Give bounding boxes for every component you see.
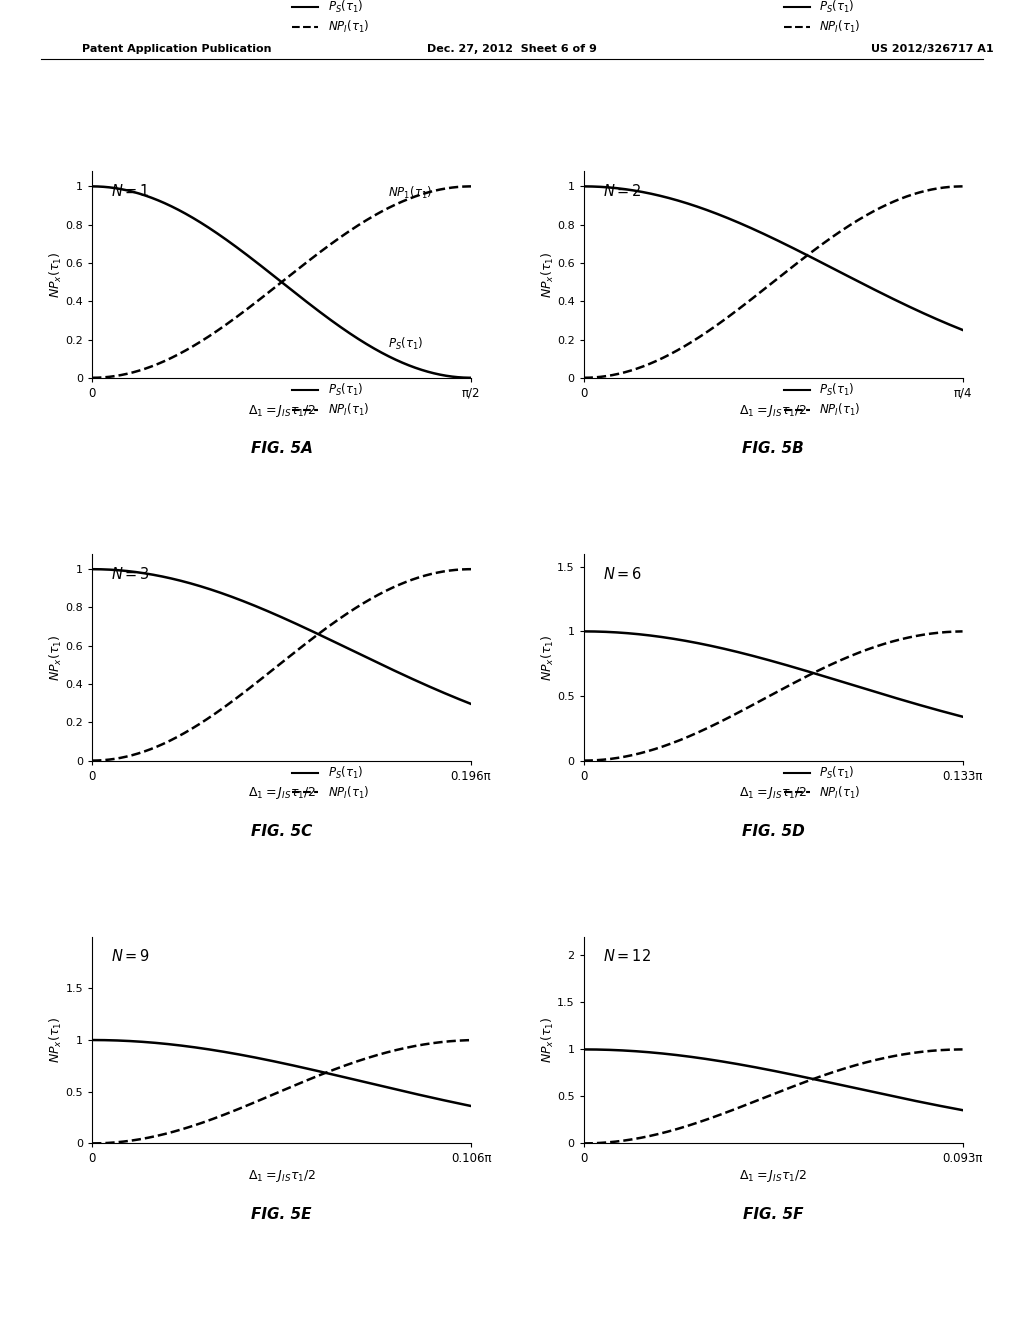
Text: FIG. 5D: FIG. 5D xyxy=(741,824,805,840)
Text: $N = 9$: $N = 9$ xyxy=(111,949,151,965)
Legend: $P_S(\tau_1)$, $NP_I(\tau_1)$: $P_S(\tau_1)$, $NP_I(\tau_1)$ xyxy=(288,0,374,40)
Text: $N = 2$: $N = 2$ xyxy=(602,183,641,199)
Y-axis label: $NP_x(\tau_1)$: $NP_x(\tau_1)$ xyxy=(48,634,63,681)
Text: $N = 3$: $N = 3$ xyxy=(111,566,150,582)
Text: FIG. 5F: FIG. 5F xyxy=(742,1206,804,1222)
Legend: $P_S(\tau_1)$, $NP_I(\tau_1)$: $P_S(\tau_1)$, $NP_I(\tau_1)$ xyxy=(779,378,865,422)
Y-axis label: $NP_x(\tau_1)$: $NP_x(\tau_1)$ xyxy=(48,1016,65,1064)
Y-axis label: $NP_x(\tau_1)$: $NP_x(\tau_1)$ xyxy=(540,251,555,298)
Legend: $P_S(\tau_1)$, $NP_I(\tau_1)$: $P_S(\tau_1)$, $NP_I(\tau_1)$ xyxy=(779,0,865,40)
Legend: $P_S(\tau_1)$, $NP_I(\tau_1)$: $P_S(\tau_1)$, $NP_I(\tau_1)$ xyxy=(288,378,374,422)
Text: Patent Application Publication: Patent Application Publication xyxy=(82,44,271,54)
Y-axis label: $NP_x(\tau_1)$: $NP_x(\tau_1)$ xyxy=(48,251,63,298)
X-axis label: $\Delta_1 = J_{IS}\tau_1/2$: $\Delta_1 = J_{IS}\tau_1/2$ xyxy=(248,785,315,801)
Legend: $P_S(\tau_1)$, $NP_I(\tau_1)$: $P_S(\tau_1)$, $NP_I(\tau_1)$ xyxy=(288,760,374,805)
X-axis label: $\Delta_1 = J_{IS}\tau_1/2$: $\Delta_1 = J_{IS}\tau_1/2$ xyxy=(739,785,807,801)
X-axis label: $\Delta_1 = J_{IS}\tau_1/2$: $\Delta_1 = J_{IS}\tau_1/2$ xyxy=(739,1168,807,1184)
Text: $NP_1(\tau_1)$: $NP_1(\tau_1)$ xyxy=(388,185,432,201)
Text: Dec. 27, 2012  Sheet 6 of 9: Dec. 27, 2012 Sheet 6 of 9 xyxy=(427,44,597,54)
Text: FIG. 5A: FIG. 5A xyxy=(251,441,312,457)
Text: $P_S(\tau_1)$: $P_S(\tau_1)$ xyxy=(388,337,424,352)
X-axis label: $\Delta_1 = J_{IS}\tau_1/2$: $\Delta_1 = J_{IS}\tau_1/2$ xyxy=(739,403,807,418)
Text: FIG. 5E: FIG. 5E xyxy=(251,1206,312,1222)
Text: FIG. 5C: FIG. 5C xyxy=(251,824,312,840)
Text: $N = 6$: $N = 6$ xyxy=(602,566,642,582)
X-axis label: $\Delta_1 = J_{IS}\tau_1/2$: $\Delta_1 = J_{IS}\tau_1/2$ xyxy=(248,1168,315,1184)
Text: $N = 12$: $N = 12$ xyxy=(602,949,650,965)
Text: FIG. 5B: FIG. 5B xyxy=(742,441,804,457)
X-axis label: $\Delta_1 = J_{IS}\tau_1/2$: $\Delta_1 = J_{IS}\tau_1/2$ xyxy=(248,403,315,418)
Legend: $P_S(\tau_1)$, $NP_I(\tau_1)$: $P_S(\tau_1)$, $NP_I(\tau_1)$ xyxy=(779,760,865,805)
Text: $N = 1$: $N = 1$ xyxy=(111,183,150,199)
Y-axis label: $NP_x(\tau_1)$: $NP_x(\tau_1)$ xyxy=(540,1016,556,1064)
Text: US 2012/326717 A1: US 2012/326717 A1 xyxy=(870,44,993,54)
Y-axis label: $NP_x(\tau_1)$: $NP_x(\tau_1)$ xyxy=(540,634,556,681)
